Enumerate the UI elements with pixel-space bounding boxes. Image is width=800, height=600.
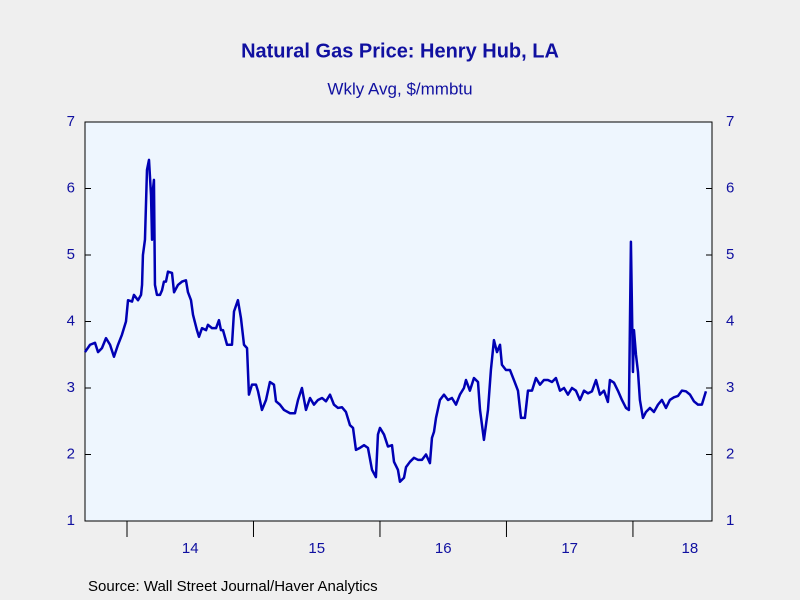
plot-area — [84, 121, 713, 522]
y-tick-label: 6 — [67, 179, 75, 196]
x-tick-label: 15 — [308, 540, 325, 557]
y2-tick-label: 7 — [726, 113, 734, 130]
price-line — [83, 158, 708, 484]
source-note: Source: Wall Street Journal/Haver Analyt… — [88, 578, 378, 595]
y2-tick-label: 3 — [726, 379, 734, 396]
x-tick-label: 14 — [182, 540, 199, 557]
y-tick-label: 3 — [67, 379, 75, 396]
y2-tick-label: 6 — [726, 179, 734, 196]
x-tick-label: 18 — [682, 540, 699, 557]
y-tick-label: 2 — [67, 445, 75, 462]
y2-tick-label: 4 — [726, 312, 734, 329]
x-tick-label: 17 — [561, 540, 578, 557]
y-tick-label: 4 — [67, 312, 75, 329]
chart-subtitle: Wkly Avg, $/mmbtu — [327, 79, 472, 98]
y2-tick-label: 1 — [726, 512, 734, 529]
y2-tick-label: 5 — [726, 246, 734, 263]
chart-title: Natural Gas Price: Henry Hub, LA — [241, 40, 559, 62]
y-tick-label: 7 — [67, 113, 75, 130]
y2-tick-label: 2 — [726, 445, 734, 462]
x-tick-label: 16 — [435, 540, 452, 557]
y-tick-label: 5 — [67, 246, 75, 263]
y-tick-label: 1 — [67, 512, 75, 529]
